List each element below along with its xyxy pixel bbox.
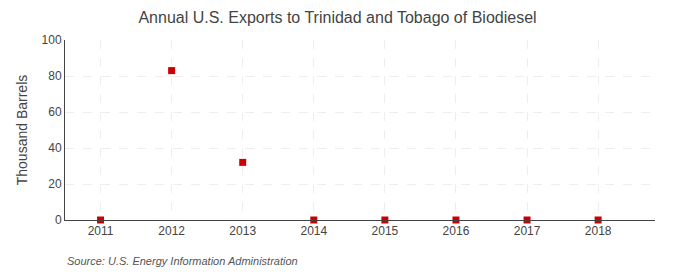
svg-text:60: 60 (48, 105, 62, 119)
svg-text:2013: 2013 (229, 224, 256, 238)
svg-text:2012: 2012 (158, 224, 185, 238)
svg-text:20: 20 (48, 177, 62, 191)
svg-text:2011: 2011 (88, 224, 114, 238)
svg-text:Source: U.S. Energy Informatio: Source: U.S. Energy Information Administ… (67, 255, 298, 267)
svg-text:2016: 2016 (443, 224, 470, 238)
svg-text:40: 40 (48, 141, 62, 155)
svg-text:80: 80 (48, 69, 62, 83)
svg-text:Annual U.S. Exports to Trinida: Annual U.S. Exports to Trinidad and Toba… (138, 9, 536, 26)
svg-text:Thousand Barrels: Thousand Barrels (14, 75, 30, 186)
svg-text:100: 100 (42, 33, 62, 47)
svg-text:0: 0 (55, 213, 62, 227)
svg-text:2018: 2018 (585, 224, 612, 238)
svg-text:2015: 2015 (372, 224, 399, 238)
svg-text:2017: 2017 (514, 224, 541, 238)
svg-text:2014: 2014 (300, 224, 327, 238)
